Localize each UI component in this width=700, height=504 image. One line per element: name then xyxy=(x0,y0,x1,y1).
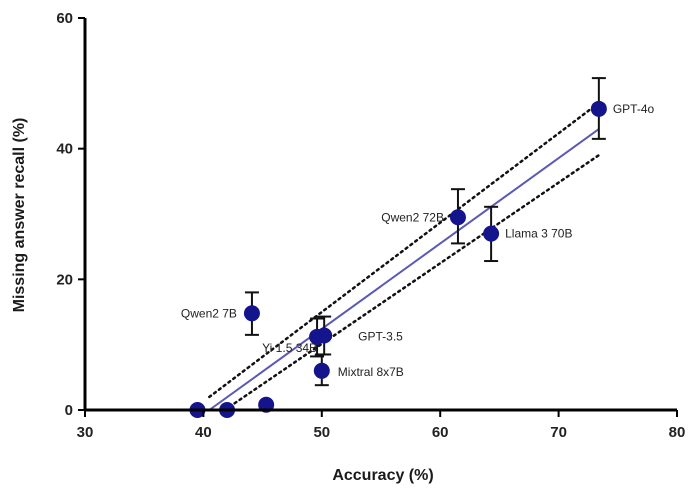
regression-lines-group xyxy=(208,101,601,412)
data-point xyxy=(243,305,260,322)
point-labels-group: GPT-4o Qwen2 72B Llama 3 70B Qwen2 7B GPT-3.… xyxy=(181,102,655,379)
point-label: Yi 1.5 34B xyxy=(262,341,317,355)
points-group xyxy=(189,100,607,418)
x-tick-label: 50 xyxy=(313,424,330,441)
data-point xyxy=(590,100,607,117)
axes-group: 30 40 50 60 70 80 0 20 40 60 xyxy=(56,10,685,441)
y-axis-title: Missing answer recall (%) xyxy=(11,118,28,313)
point-label: Mixtral 8x7B xyxy=(338,365,404,379)
data-point xyxy=(483,225,500,242)
x-axis-title: Accuracy (%) xyxy=(332,467,433,484)
y-tick-label: 0 xyxy=(65,402,73,419)
x-tick-label: 30 xyxy=(77,424,94,441)
point-label: Qwen2 72B xyxy=(381,210,444,224)
y-tick-label: 20 xyxy=(56,271,73,288)
point-label: GPT-4o xyxy=(613,102,655,116)
point-label: GPT-3.5 xyxy=(358,330,403,344)
point-label: Llama 3 70B xyxy=(505,227,572,241)
x-tick-label: 40 xyxy=(195,424,212,441)
x-tick-label: 80 xyxy=(669,424,686,441)
x-tick-label: 60 xyxy=(432,424,449,441)
x-tick-label: 70 xyxy=(550,424,567,441)
fit-line xyxy=(208,128,600,411)
data-point xyxy=(449,209,466,226)
y-tick-label: 60 xyxy=(56,10,73,27)
ci-lower-line xyxy=(223,153,601,412)
point-label: Qwen2 7B xyxy=(181,306,237,320)
y-tick-label: 40 xyxy=(56,141,73,158)
data-point xyxy=(313,362,330,379)
data-point xyxy=(309,328,326,345)
